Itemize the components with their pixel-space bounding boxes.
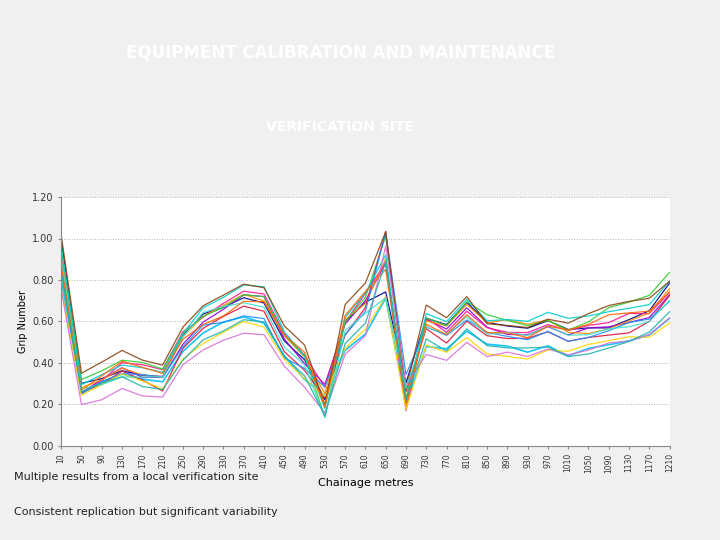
Y-axis label: Grip Number: Grip Number: [18, 290, 28, 353]
Text: EQUIPMENT CALIBRATION AND MAINTENANCE: EQUIPMENT CALIBRATION AND MAINTENANCE: [125, 43, 555, 61]
Text: Multiple results from a local verification site: Multiple results from a local verificati…: [14, 471, 259, 482]
X-axis label: Chainage metres: Chainage metres: [318, 478, 413, 488]
Text: Consistent replication but significant variability: Consistent replication but significant v…: [14, 507, 278, 517]
Text: VERIFICATION SITE: VERIFICATION SITE: [266, 120, 414, 134]
